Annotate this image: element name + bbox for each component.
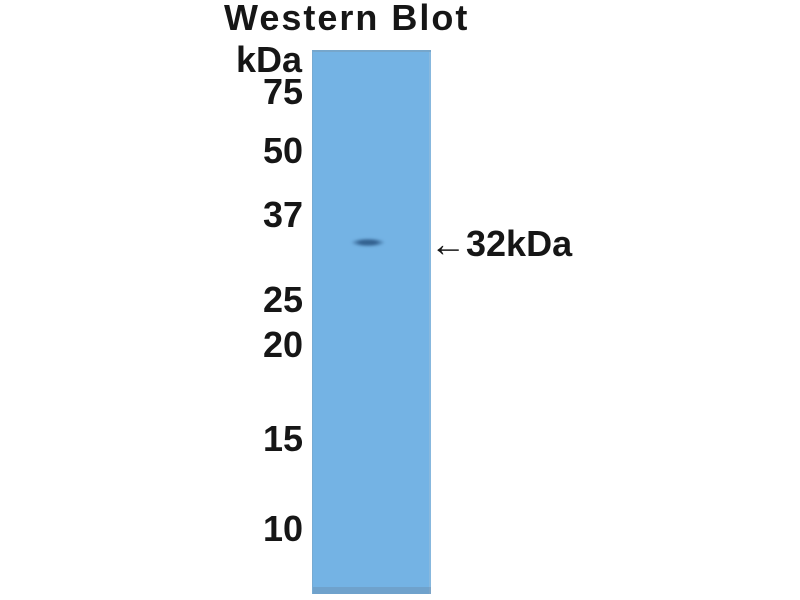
ladder-marker-15: 15 bbox=[262, 418, 303, 459]
ladder-marker-10: 10 bbox=[262, 508, 303, 549]
band-annotation: ←32kDa bbox=[430, 226, 572, 262]
band-annotation-label: 32kDa bbox=[466, 223, 573, 264]
gel-lane bbox=[312, 50, 431, 594]
ladder-marker-37: 37 bbox=[262, 194, 303, 235]
ladder-marker-20: 20 bbox=[262, 324, 303, 365]
ladder-marker-50: 50 bbox=[262, 130, 303, 171]
figure-title: Western Blot bbox=[224, 0, 470, 38]
ladder-marker-75: 75 bbox=[262, 71, 303, 112]
ladder-marker-25: 25 bbox=[262, 279, 303, 320]
kda-unit-label: kDa bbox=[235, 39, 302, 80]
left-arrow-icon: ← bbox=[430, 223, 466, 264]
protein-band bbox=[346, 237, 390, 248]
